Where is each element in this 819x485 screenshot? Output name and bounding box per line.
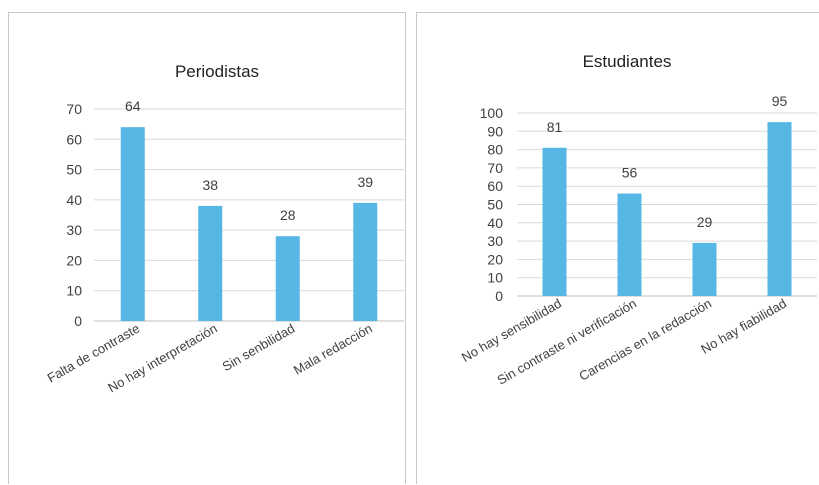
y-tick-label: 0 (495, 288, 503, 304)
y-tick-label: 10 (487, 270, 503, 286)
data-label: 28 (280, 207, 296, 223)
y-tick-label: 50 (66, 162, 82, 178)
data-label: 38 (202, 177, 218, 193)
data-label: 81 (547, 119, 563, 135)
category-label: Mala redacción (291, 321, 375, 378)
y-tick-label: 20 (487, 251, 503, 267)
bar (275, 236, 300, 321)
y-tick-label: 60 (487, 178, 503, 194)
bar (542, 147, 567, 296)
bar (120, 127, 145, 322)
data-label: 64 (125, 98, 141, 114)
y-tick-label: 60 (66, 131, 82, 147)
y-tick-label: 80 (487, 142, 503, 158)
chart-estudiantes: Estudiantes 0 10 20 30 40 50 60 70 80 90 100 81 No ha… (459, 52, 817, 388)
y-tick-label: 90 (487, 123, 503, 139)
data-label: 95 (772, 93, 788, 109)
category-label: Sin contraste ni verificación (494, 296, 639, 388)
y-tick-label: 30 (66, 222, 82, 238)
y-tick-label: 100 (480, 105, 504, 121)
chart-title: Periodistas (175, 62, 259, 81)
y-tick-label: 20 (66, 252, 82, 268)
y-tick-label: 40 (66, 192, 82, 208)
y-tick-label: 40 (487, 215, 503, 231)
data-label: 39 (357, 174, 373, 190)
y-tick-label: 10 (66, 283, 82, 299)
y-tick-label: 30 (487, 233, 503, 249)
bar (617, 193, 642, 296)
chart-title: Estudiantes (583, 52, 672, 71)
data-label: 56 (622, 165, 638, 181)
chart-panel-periodistas: Periodistas 0 10 20 30 40 50 60 70 64 Falta de con… (8, 12, 406, 484)
category-label: Sin senbilidad (220, 321, 298, 374)
chart-panel-estudiantes: Estudiantes 0 10 20 30 40 50 60 70 80 90 100 81 No ha… (416, 12, 819, 484)
bar (198, 205, 223, 321)
bar (692, 242, 717, 296)
y-tick-label: 0 (74, 313, 82, 329)
data-label: 29 (697, 214, 713, 230)
y-tick-label: 50 (487, 197, 503, 213)
bar (767, 122, 792, 297)
bar (353, 202, 378, 321)
y-tick-label: 70 (66, 101, 82, 117)
y-tick-label: 70 (487, 160, 503, 176)
category-label: Carencias en la redacción (576, 296, 714, 384)
category-label: No hay fiabilidad (698, 296, 789, 357)
